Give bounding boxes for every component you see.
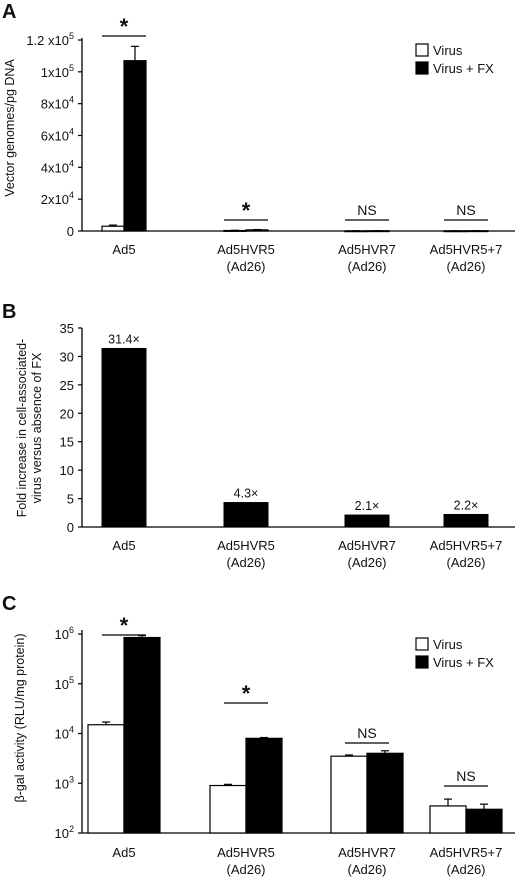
panel-b-bar-3 <box>443 513 489 528</box>
panel-b-bar-0 <box>101 347 147 528</box>
panel-c-sig-label-2: NS <box>357 725 376 741</box>
panel-c-bar-1-0 <box>123 636 161 834</box>
panel-b-y-tick-label: 5 <box>67 492 74 507</box>
panel-c-y-tick-label: 102 <box>55 824 74 841</box>
panel-a-y-axis-label: Vector genomes/pg DNA <box>3 59 17 197</box>
panel-a-y-tick-label: 0 <box>67 224 74 239</box>
panel-a: A Vector genomes/pg DNA 0 2x104 4x104 6x104… <box>2 1 515 274</box>
legend-swatch-virus-fx <box>415 61 429 75</box>
category-label-a-2: Ad5HVR7 <box>338 242 396 257</box>
panel-c-bar-1-1 <box>245 737 283 834</box>
panel-a-sig-label-3: NS <box>456 202 475 218</box>
panel-b-y-tick-label: 10 <box>60 463 74 478</box>
panel-c: C β-gal activity (RLU/mg protein) 102 103… <box>2 593 515 877</box>
legend-label-virus: Virus <box>433 43 463 58</box>
panel-b-data-label-0: 31.4× <box>108 332 140 346</box>
panel-b-y-axis-label-line1: Fold increase in cell-associated- <box>15 339 29 518</box>
panel-c-bar-0-0 <box>87 724 125 834</box>
legend-swatch-virus <box>415 43 429 57</box>
panel-a-letter: A <box>2 1 16 23</box>
panel-c-y-axis-label: β-gal activity (RLU/mg protein) <box>13 633 27 802</box>
panel-b-y-tick-label: 25 <box>60 378 74 393</box>
panel-a-legend: Virus Virus + FX <box>415 43 494 76</box>
panel-c-sig-label-3: NS <box>456 768 475 784</box>
category-sublabel-a-2: (Ad26) <box>347 259 386 274</box>
panel-a-y-tick-label: 2x104 <box>41 190 74 207</box>
panel-b-categories: Ad5 Ad5HVR5 (Ad26) Ad5HVR7 (Ad26) Ad5HVR5+7 (A… <box>112 538 502 570</box>
panel-a-y-tick-label: 8x104 <box>41 95 74 112</box>
panel-b-y-tick-label: 35 <box>60 321 74 336</box>
panel-b-bar-1 <box>223 502 269 528</box>
panel-a-y-tick-label: 6x104 <box>41 127 74 144</box>
panel-c-categories: Ad5 Ad5HVR5 (Ad26) Ad5HVR7 (Ad26) Ad5HVR5+7 (A… <box>112 845 502 877</box>
panel-c-bar-1-3 <box>465 808 503 834</box>
category-sublabel-b-2: (Ad26) <box>347 555 386 570</box>
panel-c-bar-0-3 <box>429 805 467 834</box>
panel-c-significance: * * NS NS <box>102 613 488 787</box>
panel-b-letter: B <box>2 301 16 323</box>
legend-label-virus-c: Virus <box>433 637 463 652</box>
panel-c-bar-0-1 <box>209 784 247 834</box>
panel-b-y-tick-label: 20 <box>60 406 74 421</box>
panel-b-y-ticks: 0 5 10 15 20 25 30 35 <box>60 321 515 535</box>
panel-b-data-label-3: 2.2× <box>454 498 479 512</box>
panel-a-bars <box>101 45 489 233</box>
category-label-b-0: Ad5 <box>112 538 135 553</box>
category-label-b-2: Ad5HVR7 <box>338 538 396 553</box>
category-label-c-0: Ad5 <box>112 845 135 860</box>
panel-c-y-tick-label: 104 <box>55 725 74 742</box>
legend-label-virus-fx-c: Virus + FX <box>433 655 494 670</box>
panel-a-sig-label-2: NS <box>357 202 376 218</box>
panel-a-sig-label-1: * <box>242 198 251 223</box>
panel-a-significance: * * NS NS <box>102 14 488 223</box>
panel-c-sig-label-0: * <box>120 613 129 638</box>
category-sublabel-a-1: (Ad26) <box>226 259 265 274</box>
panel-b-data-label-2: 2.1× <box>355 499 380 513</box>
legend-label-virus-fx: Virus + FX <box>433 61 494 76</box>
panel-b-data-label-1: 4.3× <box>234 487 259 501</box>
panel-c-sig-label-1: * <box>242 681 251 706</box>
panel-a-y-tick-label: 4x104 <box>41 158 74 175</box>
category-sublabel-b-1: (Ad26) <box>226 555 265 570</box>
category-label-a-3: Ad5HVR5+7 <box>430 242 503 257</box>
panel-a-bar-0-0 <box>101 225 125 232</box>
category-label-c-2: Ad5HVR7 <box>338 845 396 860</box>
panel-c-bar-1-2 <box>366 752 404 834</box>
panel-c-bars <box>87 634 503 834</box>
category-label-a-1: Ad5HVR5 <box>217 242 275 257</box>
panel-b: B Fold increase in cell-associated- viru… <box>2 301 515 570</box>
category-label-c-3: Ad5HVR5+7 <box>430 845 503 860</box>
panel-c-y-tick-label: 103 <box>55 774 74 791</box>
panel-a-sig-label-0: * <box>120 14 129 39</box>
panel-a-y-tick-label: 1.2 x105 <box>26 31 74 48</box>
panel-c-letter: C <box>2 593 16 615</box>
panel-b-y-tick-label: 0 <box>67 520 74 535</box>
legend-swatch-virus-fx-c <box>415 655 429 669</box>
category-label-c-1: Ad5HVR5 <box>217 845 275 860</box>
category-label-a-0: Ad5 <box>112 242 135 257</box>
category-sublabel-b-3: (Ad26) <box>446 555 485 570</box>
category-sublabel-c-1: (Ad26) <box>226 862 265 877</box>
category-label-b-1: Ad5HVR5 <box>217 538 275 553</box>
panel-c-y-tick-label: 106 <box>55 625 74 642</box>
category-sublabel-c-2: (Ad26) <box>347 862 386 877</box>
panel-b-bars: 31.4× 4.3× 2.1× 2.2× <box>101 332 489 528</box>
panel-c-bar-0-2 <box>330 755 368 834</box>
panel-b-y-tick-label: 30 <box>60 349 74 364</box>
category-label-b-3: Ad5HVR5+7 <box>430 538 503 553</box>
panel-b-bar-2 <box>344 514 390 528</box>
panel-b-y-axis-label-line2: virus versus absence of FX <box>30 352 44 503</box>
category-sublabel-c-3: (Ad26) <box>446 862 485 877</box>
panel-a-bar-1-0 <box>123 60 147 232</box>
panel-c-y-tick-label: 105 <box>55 675 74 692</box>
panel-a-y-tick-label: 1x105 <box>41 63 74 80</box>
category-sublabel-a-3: (Ad26) <box>446 259 485 274</box>
panel-b-y-tick-label: 15 <box>60 435 74 450</box>
panel-c-legend: Virus Virus + FX <box>415 637 494 670</box>
legend-swatch-virus-c <box>415 637 429 651</box>
panel-a-categories: Ad5 Ad5HVR5 (Ad26) Ad5HVR7 (Ad26) Ad5HVR5+7 (A… <box>112 242 502 274</box>
panel-a-y-ticks: 0 2x104 4x104 6x104 8x104 1x105 1.2 x105 <box>26 31 515 239</box>
